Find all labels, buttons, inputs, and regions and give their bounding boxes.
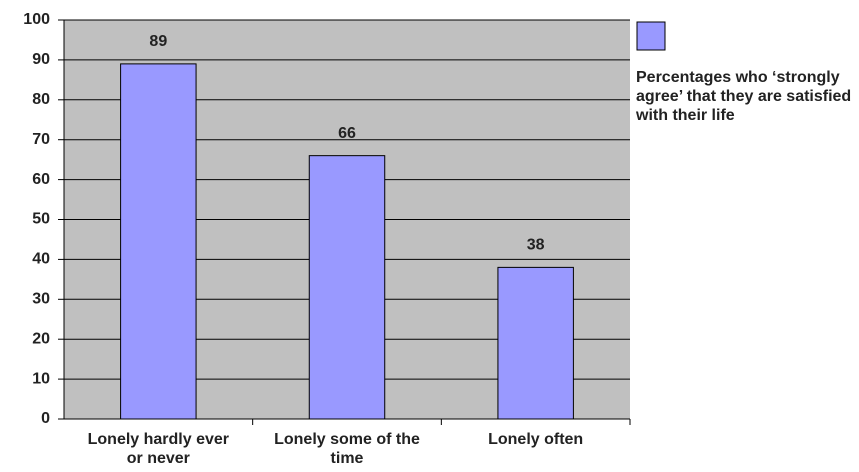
x-tick-label: Lonely often [488, 431, 584, 448]
y-tick-label: 100 [23, 11, 50, 28]
y-tick-label: 70 [32, 131, 50, 148]
bar [120, 63, 197, 420]
y-tick-label: 50 [32, 211, 50, 228]
bar [497, 266, 574, 420]
y-tick-label: 20 [32, 330, 50, 347]
legend-swatch [636, 21, 666, 51]
y-tick-label: 10 [32, 370, 50, 387]
y-tick-label: 90 [32, 51, 50, 68]
data-label: 66 [338, 125, 356, 142]
y-tick-label: 30 [32, 291, 50, 308]
y-tick-label: 0 [41, 410, 50, 427]
data-label: 38 [527, 237, 545, 254]
y-tick-label: 60 [32, 171, 50, 188]
data-label: 89 [149, 33, 167, 50]
x-tick-label: Lonely hardly ever or never [87, 431, 230, 467]
y-tick-label: 80 [32, 91, 50, 108]
legend-label: Percentages who ‘strongly agree’ that th… [636, 69, 852, 124]
y-tick-label: 40 [32, 251, 50, 268]
bar [308, 155, 386, 420]
x-tick-label: Lonely some of the time [274, 431, 420, 467]
